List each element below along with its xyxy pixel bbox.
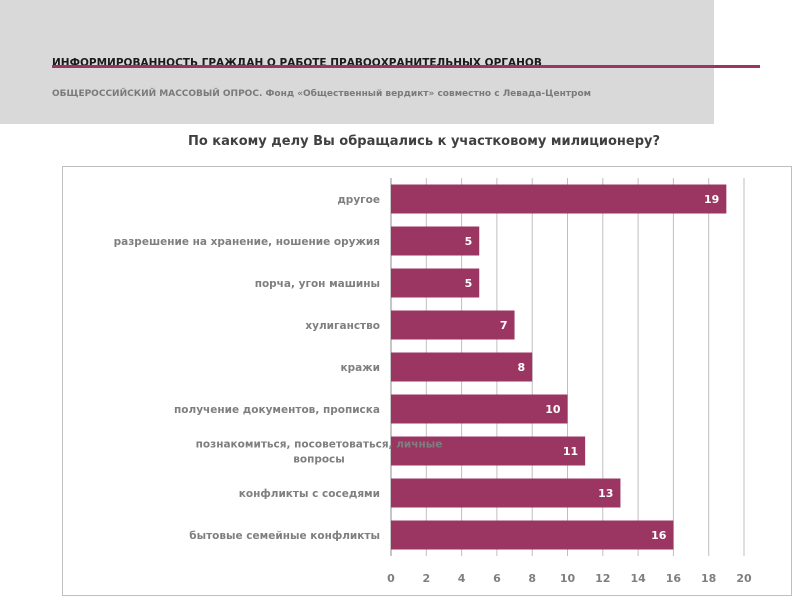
- bar: [391, 226, 480, 256]
- header-subtitle: ОБЩЕРОССИЙСКИЙ МАССОВЫЙ ОПРОС. Фонд «Общ…: [52, 89, 591, 99]
- header-divider-line: [52, 65, 760, 68]
- bar: [391, 520, 674, 550]
- category-label: познакомиться, посоветоваться, личные: [196, 439, 443, 451]
- bar: [391, 478, 621, 508]
- x-tick-label: 14: [630, 572, 646, 585]
- bar: [391, 352, 533, 382]
- data-label: 16: [651, 529, 667, 542]
- x-tick-label: 16: [666, 572, 682, 585]
- data-label: 8: [518, 361, 526, 374]
- bar: [391, 310, 515, 340]
- bar: [391, 394, 568, 424]
- x-tick-label: 0: [387, 572, 395, 585]
- category-label: получение документов, прописка: [174, 404, 380, 416]
- x-tick-label: 4: [458, 572, 466, 585]
- data-label: 5: [465, 277, 473, 290]
- chart-title: По какому делу Вы обращались к участково…: [187, 134, 661, 149]
- data-label: 7: [500, 319, 508, 332]
- category-label: вопросы: [293, 454, 345, 466]
- data-label: 11: [563, 445, 578, 458]
- bar: [391, 268, 480, 298]
- x-tick-label: 10: [560, 572, 576, 585]
- category-label: хулиганство: [305, 320, 380, 332]
- x-tick-label: 20: [736, 572, 752, 585]
- header-band: [0, 0, 714, 124]
- data-label: 13: [598, 487, 613, 500]
- bar: [391, 184, 727, 214]
- data-label: 10: [545, 403, 561, 416]
- bar: [391, 436, 586, 466]
- category-label: кражи: [340, 362, 380, 374]
- category-label: бытовые семейные конфликты: [189, 530, 380, 542]
- x-tick-label: 8: [528, 572, 536, 585]
- category-label: порча, угон машины: [255, 278, 380, 290]
- x-tick-label: 18: [701, 572, 716, 585]
- x-tick-label: 6: [493, 572, 501, 585]
- data-label: 5: [465, 235, 473, 248]
- category-label: другое: [337, 194, 380, 206]
- data-label: 19: [704, 193, 719, 206]
- category-label: конфликты с соседями: [239, 488, 380, 500]
- category-label: разрешение на хранение, ношение оружия: [114, 236, 380, 248]
- x-tick-label: 12: [595, 572, 610, 585]
- x-tick-label: 2: [422, 572, 430, 585]
